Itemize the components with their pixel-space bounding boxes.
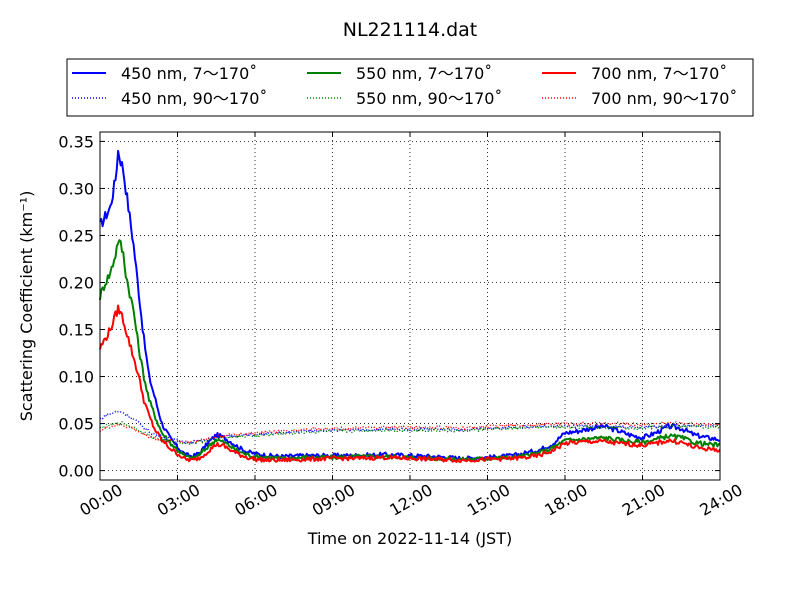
grid [100, 132, 720, 480]
x-tick-label: 24:00 [696, 480, 745, 520]
legend: 450 nm, 7～170˚ 550 nm, 7～170˚ 700 nm, 7～17… [66, 58, 754, 117]
x-tick-label: 00:00 [76, 480, 125, 520]
y-tick-label: 0.35 [58, 132, 94, 151]
legend-label: 700 nm, 90～170˚ [591, 89, 737, 108]
y-tick-label: 0.25 [58, 226, 94, 245]
series-line [99, 149, 721, 462]
x-tick-label: 15:00 [464, 480, 513, 520]
x-tick-label: 18:00 [541, 480, 590, 520]
y-tick-label: 0.20 [58, 273, 94, 292]
legend-label: 550 nm, 90～170˚ [356, 89, 502, 108]
x-axis-label: Time on 2022-11-14 (JST) [307, 529, 512, 548]
chart-title: NL221114.dat [343, 19, 478, 41]
y-tick-label: 0.10 [58, 368, 94, 387]
legend-label: 450 nm, 90～170˚ [121, 89, 267, 108]
y-axis-label: Scattering Coefficient (km⁻¹) [17, 191, 36, 422]
y-tick-label: 0.05 [58, 415, 94, 434]
axis-ticks: 00:00 03:00 06:00 09:00 12:00 15:00 18:00 21:00… [58, 132, 746, 520]
series-layer [99, 149, 721, 464]
legend-label: 450 nm, 7～170˚ [121, 64, 257, 83]
x-tick-label: 09:00 [309, 480, 358, 520]
series-line [99, 304, 721, 464]
legend-label: 700 nm, 7～170˚ [591, 64, 727, 83]
series-line [99, 410, 721, 445]
y-tick-label: 0.00 [58, 462, 94, 481]
x-tick-label: 21:00 [619, 480, 668, 520]
y-tick-label: 0.30 [58, 179, 94, 198]
x-tick-label: 06:00 [231, 480, 280, 520]
legend-label: 550 nm, 7～170˚ [356, 64, 492, 83]
x-tick-label: 12:00 [386, 480, 435, 520]
legend-box [66, 58, 754, 117]
x-tick-label: 03:00 [154, 480, 203, 520]
y-tick-label: 0.15 [58, 321, 94, 340]
